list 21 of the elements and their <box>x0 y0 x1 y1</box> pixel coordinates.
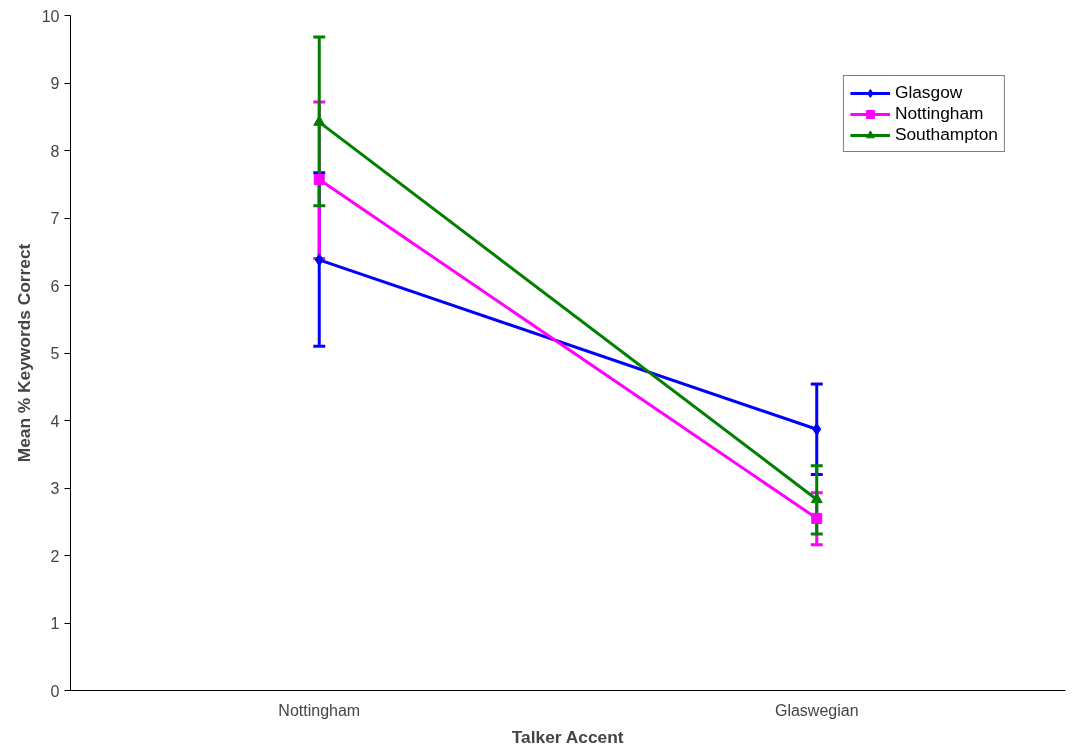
point <box>313 174 325 186</box>
legend-label: Nottingham <box>894 103 984 124</box>
y-tick-label: 6 <box>50 277 60 295</box>
y-tick-label: 3 <box>50 480 60 497</box>
y-tick-label: 4 <box>50 412 60 430</box>
y-tick-label: 0 <box>50 682 60 700</box>
point <box>812 422 822 436</box>
y-tick-label: 10 <box>41 7 60 25</box>
y-tick-label: 1 <box>50 615 60 632</box>
legend-label: Southampton <box>894 124 998 145</box>
legend-label: Glasgow <box>894 82 963 103</box>
y-tick-label: 8 <box>50 142 60 160</box>
point <box>811 512 823 524</box>
x-axis-title: Talker Accent <box>511 726 624 747</box>
point <box>314 253 324 267</box>
y-tick-label: 5 <box>50 345 60 362</box>
x-tick-label: Glaswegian <box>774 701 859 719</box>
y-tick-label: 9 <box>50 75 60 92</box>
y-tick-label: 7 <box>50 210 60 227</box>
y-axis-title: Mean % Keywords Correct <box>13 243 34 463</box>
y-tick-label: 2 <box>50 547 60 565</box>
